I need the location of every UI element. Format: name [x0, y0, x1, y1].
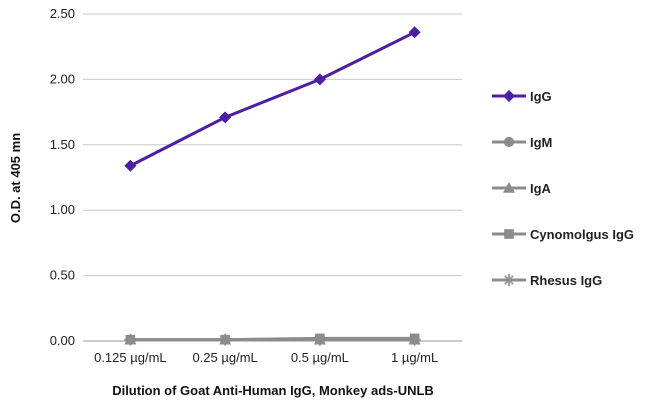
- x-tick-label: 0.25 µg/mL: [192, 350, 257, 365]
- y-tick-label: 0.00: [50, 333, 75, 348]
- data-point-marker: [408, 26, 421, 39]
- x-tick-label: 0.125 µg/mL: [94, 350, 167, 365]
- y-tick-label: 1.00: [50, 202, 75, 217]
- data-point-marker: [504, 229, 514, 239]
- x-axis-ticks: 0.125 µg/mL 0.25 µg/mL 0.5 µg/mL 1 µg/mL: [94, 350, 438, 365]
- legend-label: IgA: [530, 181, 552, 196]
- data-point-marker: [220, 334, 231, 345]
- y-tick-label: 2.00: [50, 71, 75, 86]
- gridlines: [83, 13, 462, 342]
- legend-item: IgA: [492, 181, 552, 196]
- legend-item: Rhesus IgG: [492, 273, 602, 288]
- y-tick-label: 0.50: [50, 268, 75, 283]
- series-lines: [124, 26, 421, 346]
- series-igm: [125, 334, 420, 345]
- data-point-marker: [503, 136, 515, 148]
- legend-label: Cynomolgus IgG: [530, 227, 634, 242]
- y-tick-label: 1.50: [50, 137, 75, 152]
- x-tick-label: 0.5 µg/mL: [291, 350, 349, 365]
- series-line: [129, 30, 416, 168]
- legend: IgG IgM IgA Cynomolgus IgG Rhesus IgG: [492, 89, 634, 288]
- y-tick-label: 2.50: [50, 6, 75, 21]
- data-point-marker: [219, 111, 232, 124]
- data-point-marker: [409, 334, 420, 345]
- data-point-marker: [313, 73, 326, 86]
- data-point-marker: [124, 159, 137, 172]
- x-tick-label: 1 µg/mL: [391, 350, 438, 365]
- x-axis-title: Dilution of Goat Anti-Human IgG, Monkey …: [112, 383, 434, 398]
- legend-item: Cynomolgus IgG: [492, 227, 634, 242]
- data-point-marker: [503, 90, 515, 102]
- legend-label: IgM: [530, 135, 552, 150]
- y-axis-title: O.D. at 405 mn: [8, 133, 23, 223]
- data-point-marker: [125, 334, 136, 345]
- series-igg: [124, 26, 421, 172]
- legend-item: IgG: [492, 89, 552, 104]
- data-point-marker: [314, 334, 325, 345]
- data-point-marker: [503, 274, 515, 286]
- data-point-marker: [503, 182, 515, 193]
- y-axis-ticks: 0.00 0.50 1.00 1.50 2.00 2.50: [50, 6, 75, 348]
- legend-label: Rhesus IgG: [530, 273, 602, 288]
- legend-item: IgM: [492, 135, 552, 150]
- legend-label: IgG: [530, 89, 552, 104]
